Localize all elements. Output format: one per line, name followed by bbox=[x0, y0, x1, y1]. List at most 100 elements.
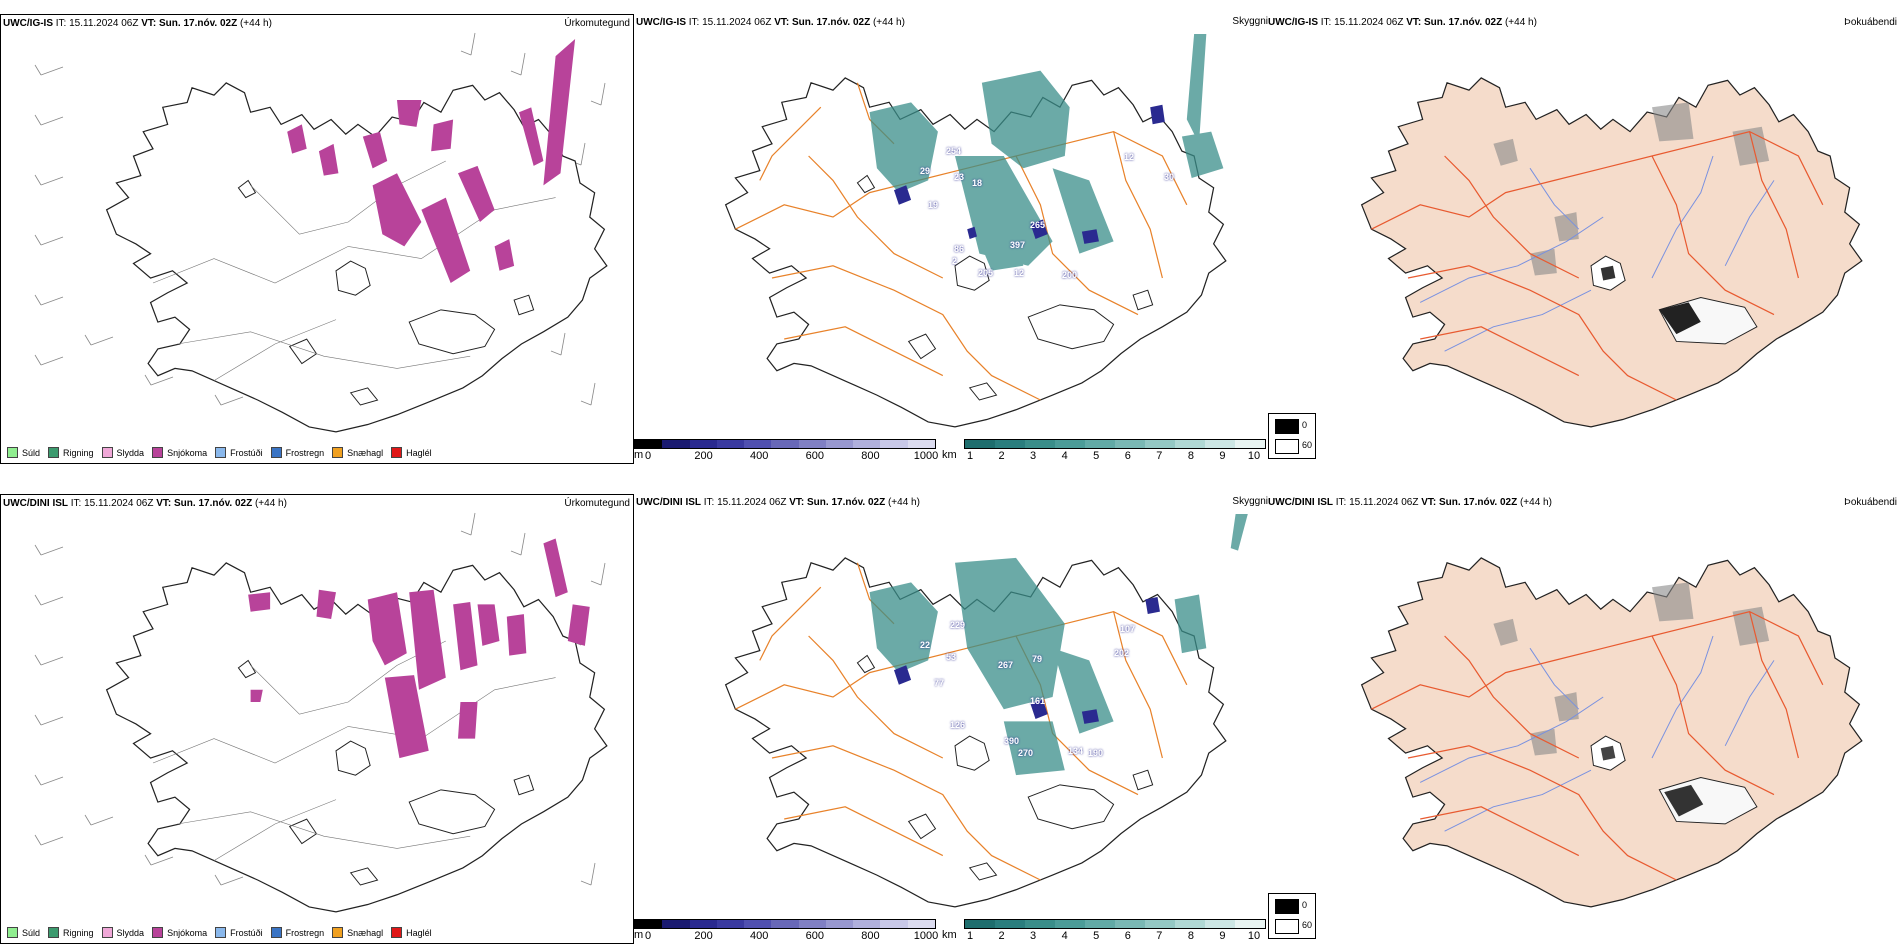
visibility-color-step bbox=[1085, 440, 1115, 448]
cloud-base-value: 390 bbox=[1004, 736, 1020, 746]
precip-legend-label: Snjókoma bbox=[167, 927, 208, 938]
precip-panel-1: UWC/IG-IS IT: 15.11.2024 06Z VT: Sun. 17… bbox=[0, 14, 634, 464]
cloud-base-value: 30 bbox=[1164, 172, 1175, 182]
lead-time: (+44 h) bbox=[239, 18, 272, 29]
cloud-base-value: 29 bbox=[920, 166, 931, 176]
lead-time: (+44 h) bbox=[254, 498, 287, 509]
visibility-color-step bbox=[1235, 440, 1265, 448]
cloud-base-value: 265 bbox=[1030, 220, 1046, 230]
cloudbase-color-step bbox=[853, 920, 881, 928]
cloudbase-color-step bbox=[744, 440, 772, 448]
cloud-base-value: 254 bbox=[946, 146, 962, 156]
precip-legend-swatch bbox=[391, 927, 403, 938]
model-name: UWC/IG-IS bbox=[636, 17, 686, 28]
cloud-base-value: 53 bbox=[946, 652, 957, 662]
precip-legend-item: Slydda bbox=[101, 927, 145, 938]
valid-time: Sun. 17.nóv. 02Z bbox=[807, 497, 886, 508]
precip-legend-label: Snjókoma bbox=[167, 447, 208, 458]
visibility-color-step bbox=[1205, 920, 1235, 928]
cloud-base-value: 200 bbox=[1062, 270, 1078, 280]
model-name: UWC/IG-IS bbox=[1268, 17, 1318, 28]
cloudbase-tick: 800 bbox=[861, 930, 880, 942]
precip-legend-swatch bbox=[270, 927, 282, 938]
fog-legend-2: 0 60 bbox=[1268, 893, 1316, 939]
init-time: 15.11.2024 06Z bbox=[1334, 17, 1404, 28]
precip-legend-swatch bbox=[152, 927, 164, 938]
cloud-base-value: 23 bbox=[954, 172, 965, 182]
fog-panel-2: UWC/DINI ISL IT: 15.11.2024 06Z VT: Sun.… bbox=[1266, 494, 1900, 942]
cloud-base-value: 270 bbox=[1018, 748, 1034, 758]
panel-type-label: Þokuábendi bbox=[1844, 17, 1897, 28]
valid-label: VT: bbox=[156, 498, 172, 509]
lead-time: (+44 h) bbox=[1519, 497, 1552, 508]
cloud-base-value: 2 bbox=[952, 256, 958, 266]
fog-legend-1: 0 60 bbox=[1268, 413, 1316, 459]
cloudbase-color-step bbox=[716, 440, 745, 448]
visibility-tick: 3 bbox=[1030, 450, 1037, 462]
visibility-color-step bbox=[995, 920, 1025, 928]
cloud-base-value: 267 bbox=[998, 660, 1014, 670]
precip-legend-label: Frostregn bbox=[285, 927, 325, 938]
cloud-base-value: 205 bbox=[978, 268, 994, 278]
precip-legend-swatch bbox=[101, 927, 113, 938]
cloudbase-tick: 600 bbox=[805, 930, 824, 942]
valid-label: VT: bbox=[789, 497, 805, 508]
precip-legend-swatch bbox=[48, 927, 60, 938]
cloudbase-tick: 400 bbox=[750, 930, 769, 942]
precip-map-2 bbox=[34, 512, 608, 913]
init-time: 15.11.2024 06Z bbox=[717, 497, 787, 508]
cloudbase-color-step bbox=[662, 920, 690, 928]
init-time: 15.11.2024 06Z bbox=[69, 18, 139, 29]
cloud-base-value: 86 bbox=[954, 244, 965, 254]
cloudbase-color-step bbox=[798, 920, 826, 928]
precip-map-1 bbox=[34, 32, 608, 433]
cloudbase-tick: 1000 bbox=[913, 450, 939, 462]
cloud-base-value: 18 bbox=[972, 178, 983, 188]
precip-legend-label: Frostúði bbox=[230, 927, 263, 938]
precip-legend-swatch bbox=[215, 927, 227, 938]
precip-legend-item: Frostúði bbox=[215, 447, 263, 458]
lead-time: (+44 h) bbox=[887, 497, 920, 508]
fog-legend-swatch-high bbox=[1275, 919, 1299, 934]
snow-areas bbox=[248, 538, 590, 759]
init-label: IT: bbox=[703, 497, 715, 508]
fog-panel-1: UWC/IG-IS IT: 15.11.2024 06Z VT: Sun. 17… bbox=[1266, 14, 1900, 462]
valid-label: VT: bbox=[1421, 497, 1437, 508]
cloud-base-value: 79 bbox=[1032, 654, 1043, 664]
precip-legend-label: Snæhagl bbox=[347, 447, 384, 458]
cloudbase-color-step bbox=[853, 440, 881, 448]
valid-time: Sun. 17.nóv. 02Z bbox=[159, 18, 238, 29]
visibility-color-step bbox=[1115, 440, 1145, 448]
cloud-base-value: 134 bbox=[1068, 746, 1084, 756]
precip-legend-swatch bbox=[101, 447, 113, 458]
cloudbase-color-step bbox=[798, 440, 826, 448]
precip-legend-item: Frostúði bbox=[215, 927, 263, 938]
cloud-base-value: 22 bbox=[920, 640, 931, 650]
cloud-base-value: 202 bbox=[1114, 648, 1130, 658]
cloud-base-value: 107 bbox=[1120, 624, 1136, 634]
fog-map-2 bbox=[1361, 557, 1863, 908]
visibility-color-step bbox=[1085, 920, 1115, 928]
cloud-base-value: 12 bbox=[1124, 152, 1135, 162]
visibility-color-step bbox=[1145, 440, 1175, 448]
visibility-tick: 7 bbox=[1156, 450, 1163, 462]
panel-title: UWC/IG-IS IT: 15.11.2024 06Z VT: Sun. 17… bbox=[3, 18, 272, 29]
visibility-color-step bbox=[1145, 920, 1175, 928]
panel-type-label: Skyggni bbox=[1232, 16, 1268, 27]
precip-legend-label: Slydda bbox=[116, 927, 145, 938]
cloud-map-1 bbox=[725, 34, 1227, 428]
cloud-base-value: 190 bbox=[1088, 748, 1104, 758]
visibility-tick: 7 bbox=[1156, 930, 1163, 942]
precip-legend-swatch bbox=[332, 447, 344, 458]
visibility-color-step bbox=[995, 440, 1025, 448]
init-time: 15.11.2024 06Z bbox=[702, 17, 772, 28]
cloudbase-color-step bbox=[907, 920, 935, 928]
init-time: 15.11.2024 06Z bbox=[1349, 497, 1419, 508]
init-label: IT: bbox=[688, 17, 700, 28]
visibility-tick: 8 bbox=[1187, 450, 1194, 462]
precip-legend-label: Haglél bbox=[406, 927, 432, 938]
visibility-tick: 2 bbox=[998, 930, 1005, 942]
precip-legend-label: Frostregn bbox=[285, 447, 325, 458]
cloudbase-color-step bbox=[880, 920, 908, 928]
panel-title: UWC/DINI ISL IT: 15.11.2024 06Z VT: Sun.… bbox=[636, 497, 920, 508]
